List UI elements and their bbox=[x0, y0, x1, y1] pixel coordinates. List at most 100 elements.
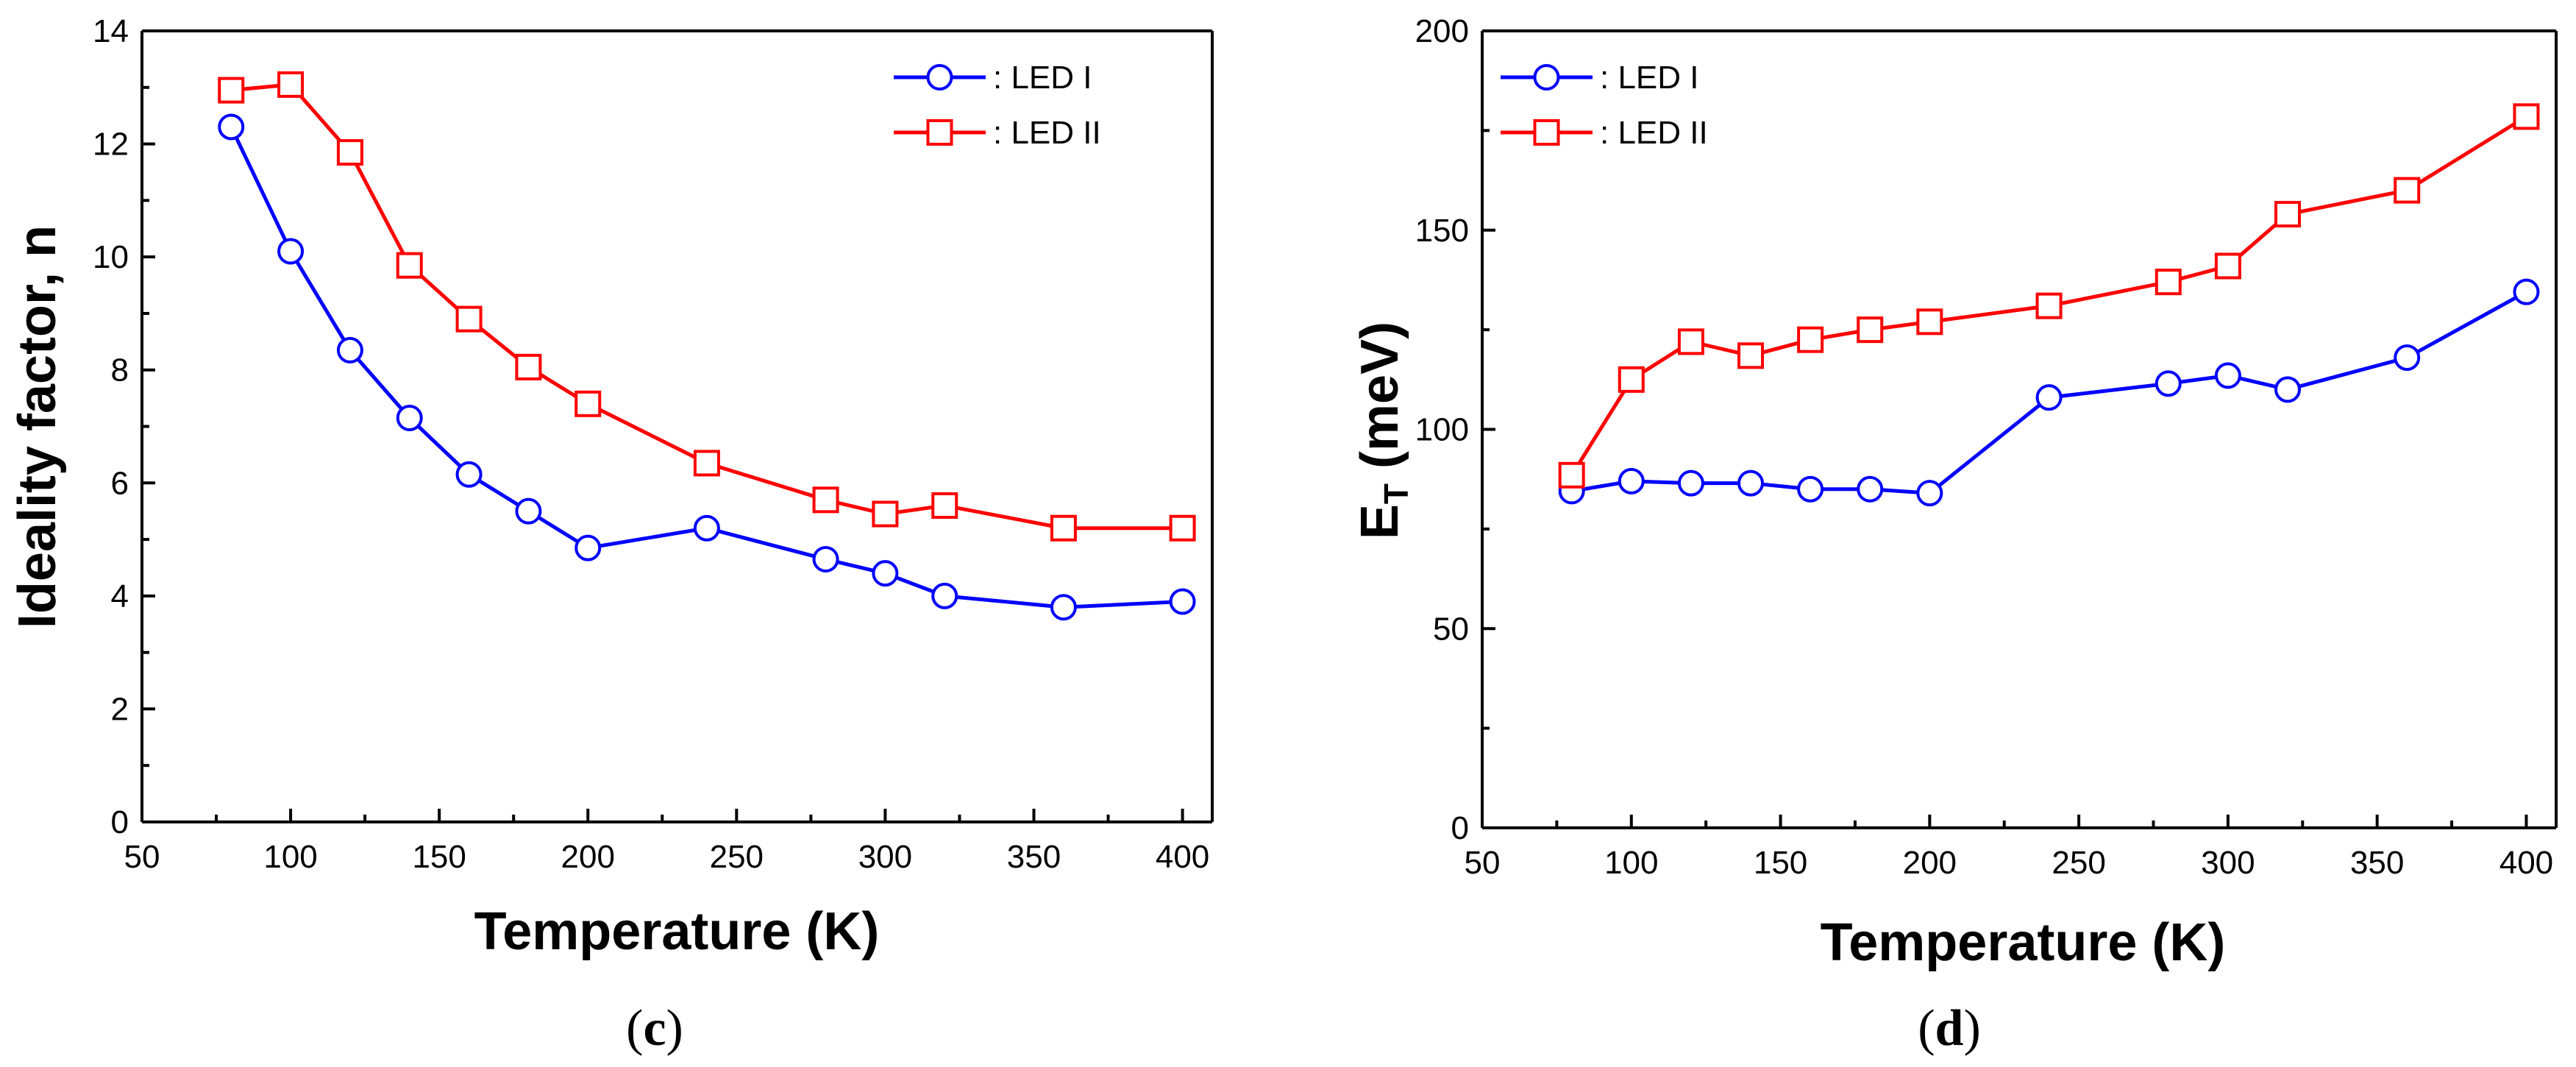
x-tick-label: 350 bbox=[2350, 845, 2404, 881]
data-point-led-ii bbox=[1916, 308, 1943, 336]
y-tick-label: 0 bbox=[1451, 810, 1469, 846]
x-tick-label: 100 bbox=[1604, 845, 1658, 881]
y-tick-label: 50 bbox=[1433, 611, 1469, 647]
data-point-led-i bbox=[931, 582, 958, 609]
data-point-led-i bbox=[1677, 469, 1704, 497]
data-point-led-i bbox=[2394, 344, 2421, 372]
x-tick-label: 300 bbox=[858, 839, 912, 875]
legend-label: : LED I bbox=[993, 60, 1092, 96]
x-axis-title: Temperature (K) bbox=[1821, 913, 2226, 972]
data-point-led-ii bbox=[872, 500, 899, 528]
y-tick-label: 150 bbox=[1415, 213, 1469, 249]
x-tick-label: 250 bbox=[710, 839, 764, 875]
data-point-led-ii bbox=[2155, 269, 2182, 296]
data-point-led-i bbox=[872, 560, 899, 587]
x-tick-label: 300 bbox=[2201, 845, 2255, 881]
y-tick-label: 10 bbox=[93, 239, 129, 275]
y-tick-label: 200 bbox=[1415, 13, 1469, 49]
x-tick-label: 50 bbox=[124, 839, 160, 875]
data-point-led-ii bbox=[2035, 292, 2063, 319]
legend-marker bbox=[1533, 119, 1560, 146]
y-tick-label: 14 bbox=[93, 13, 129, 49]
legend-label: : LED II bbox=[1600, 115, 1708, 151]
x-tick-label: 200 bbox=[561, 839, 615, 875]
data-point-led-ii bbox=[693, 450, 720, 477]
y-tick-label: 12 bbox=[93, 127, 129, 163]
data-point-led-i bbox=[1169, 588, 1196, 615]
data-point-led-ii bbox=[336, 139, 363, 166]
data-point-led-i bbox=[1797, 475, 1824, 503]
data-point-led-i bbox=[812, 545, 839, 573]
y-tick-label: 2 bbox=[111, 691, 129, 727]
data-point-led-ii bbox=[1737, 342, 1764, 369]
data-point-led-ii bbox=[1797, 326, 1824, 353]
legend-label: : LED I bbox=[1600, 60, 1699, 96]
data-point-led-ii bbox=[1677, 328, 1704, 355]
y-ticks: 0 2 4 6 8 10 12 14 bbox=[93, 13, 155, 840]
data-point-led-ii bbox=[396, 252, 423, 279]
x-tick-label: 250 bbox=[2052, 845, 2105, 881]
y-axis-title-main: E bbox=[1351, 504, 1409, 539]
x-tick-label: 150 bbox=[412, 839, 466, 875]
x-tick-label: 200 bbox=[1903, 845, 1957, 881]
data-point-led-i bbox=[574, 534, 602, 561]
x-axis-title: Temperature (K) bbox=[474, 902, 880, 961]
data-point-led-ii bbox=[1618, 366, 1645, 393]
legend-marker bbox=[926, 119, 953, 146]
data-point-led-i bbox=[396, 404, 423, 431]
series-layer bbox=[1558, 103, 2540, 507]
y-axis-title: ET (meV) bbox=[1351, 322, 1415, 539]
panel-label: (d) bbox=[1918, 1000, 1981, 1057]
x-tick-label: 100 bbox=[263, 839, 317, 875]
legend-marker bbox=[926, 64, 953, 91]
data-point-led-i bbox=[2035, 384, 2063, 411]
y-axis-title-unit: (meV) bbox=[1351, 322, 1409, 483]
data-point-led-ii bbox=[931, 492, 958, 519]
legend: : LED I : LED II bbox=[1501, 60, 1708, 151]
data-point-led-i bbox=[218, 113, 245, 141]
x-tick-label: 350 bbox=[1007, 839, 1061, 875]
legend: : LED I : LED II bbox=[894, 60, 1101, 151]
y-axis-title-subscript: T bbox=[1377, 483, 1415, 504]
x-tick-label: 400 bbox=[2499, 845, 2553, 881]
data-point-led-i bbox=[693, 514, 720, 542]
y-tick-label: 6 bbox=[111, 465, 129, 501]
y-tick-label: 8 bbox=[111, 352, 129, 389]
x-tick-label: 400 bbox=[1156, 839, 1209, 875]
data-point-led-i bbox=[2513, 278, 2540, 305]
data-point-led-ii bbox=[1558, 461, 1585, 489]
data-point-led-ii bbox=[2214, 252, 2241, 280]
y-tick-label: 100 bbox=[1415, 412, 1469, 448]
panel-label-close: ) bbox=[666, 1000, 683, 1057]
chart-panel-c: 50 100 150 200 250 300 350 400 0 2 4 6 8 10 12 14 : LE… bbox=[8, 13, 1214, 1057]
x-ticks: 50 100 150 200 250 300 350 400 bbox=[1465, 815, 2553, 881]
data-point-led-ii bbox=[2513, 103, 2540, 130]
data-point-led-ii bbox=[2274, 201, 2301, 228]
legend-label: : LED II bbox=[993, 115, 1101, 151]
data-point-led-i bbox=[455, 461, 483, 488]
data-point-led-ii bbox=[574, 390, 602, 417]
data-point-led-ii bbox=[277, 71, 305, 98]
data-point-led-i bbox=[2214, 362, 2241, 389]
y-tick-label: 4 bbox=[111, 578, 129, 614]
data-point-led-ii bbox=[218, 77, 245, 104]
data-point-led-ii bbox=[1169, 514, 1196, 542]
chart-panel-d: 50 100 150 200 250 300 350 400 0 50 100 150 200 : L… bbox=[1351, 13, 2558, 1057]
data-point-led-ii bbox=[2394, 177, 2421, 204]
data-point-led-ii bbox=[812, 486, 839, 514]
series-layer bbox=[218, 71, 1196, 621]
panel-label-letter: c bbox=[643, 1000, 666, 1057]
panel-label-letter: d bbox=[1935, 1000, 1964, 1057]
legend-marker bbox=[1533, 64, 1560, 91]
y-axis-title: Ideality factor, n bbox=[8, 225, 67, 628]
data-point-led-i bbox=[1737, 469, 1764, 497]
data-point-led-ii bbox=[1857, 316, 1884, 344]
x-tick-label: 150 bbox=[1754, 845, 1807, 881]
data-point-led-i bbox=[2155, 370, 2182, 397]
data-point-led-i bbox=[515, 497, 542, 525]
y-ticks: 0 50 100 150 200 bbox=[1415, 13, 1495, 846]
data-point-led-i bbox=[1916, 480, 1943, 507]
x-ticks: 50 100 150 200 250 300 350 400 bbox=[124, 809, 1209, 875]
panel-label-open: ( bbox=[1918, 1000, 1935, 1057]
